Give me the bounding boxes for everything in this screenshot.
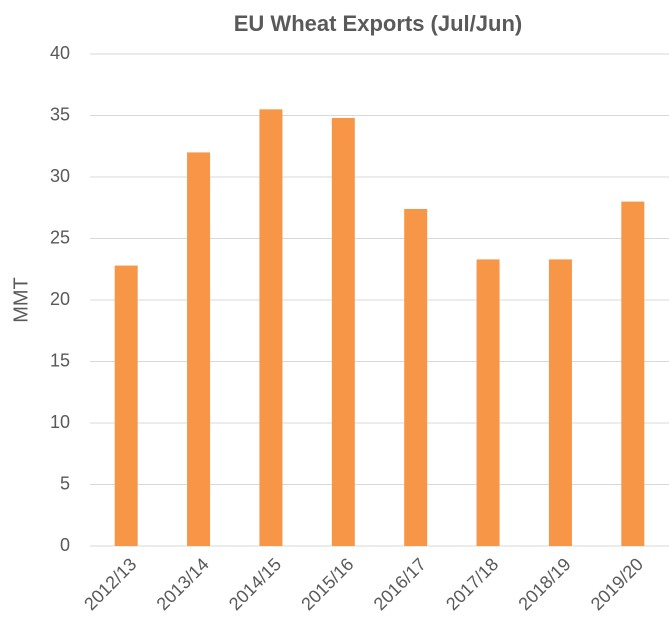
y-tick-label: 20 [50,289,70,309]
y-axis-label: MMT [10,277,32,323]
bar [114,265,138,546]
x-tick-label: 2016/17 [370,554,430,614]
bar [548,259,572,546]
x-tick-label: 2019/20 [587,554,647,614]
x-tick-label: 2018/19 [514,554,574,614]
y-tick-label: 25 [50,227,70,247]
y-tick-label: 40 [50,43,70,63]
x-tick-label: 2013/14 [153,554,213,614]
bar [621,201,645,546]
y-tick-label: 0 [60,535,70,555]
y-tick-label: 10 [50,412,70,432]
bar [476,259,500,546]
y-tick-label: 30 [50,166,70,186]
x-tick-label: 2012/13 [80,554,140,614]
y-tick-label: 5 [60,473,70,493]
y-tick-label: 15 [50,350,70,370]
x-tick-label: 2015/16 [297,554,357,614]
x-tick-label: 2014/15 [225,554,285,614]
x-tick-label: 2017/18 [442,554,502,614]
bar [187,152,211,546]
bar [259,109,283,546]
bar [331,117,355,547]
y-tick-label: 35 [50,104,70,124]
bar [404,208,428,547]
chart-title: EU Wheat Exports (Jul/Jun) [234,11,522,36]
